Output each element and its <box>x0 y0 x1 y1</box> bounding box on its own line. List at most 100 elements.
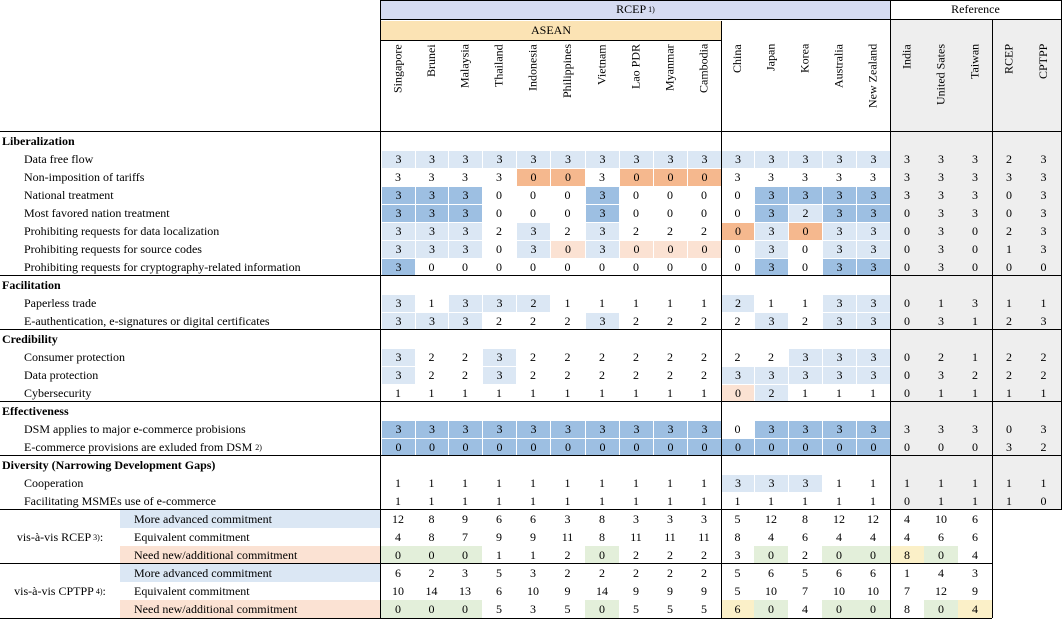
value-cell: 0 <box>530 259 536 274</box>
summary-value-cell: 4 <box>802 601 808 616</box>
value-cell: 2 <box>564 367 571 382</box>
value-cell: 1 <box>530 475 536 490</box>
value-cell: 2 <box>667 223 673 238</box>
value-cell: 0 <box>734 241 741 256</box>
value-cell: 3 <box>381 294 415 312</box>
value-cell: 3 <box>381 348 415 366</box>
value-cell: 1 <box>802 295 808 310</box>
summary-value-cell: 5 <box>734 565 741 580</box>
value-cell: 2 <box>496 313 502 328</box>
summary-row-label: Equivalent commitment <box>134 583 250 598</box>
value-cell: 2 <box>667 367 673 382</box>
value-cell: 0 <box>924 438 958 456</box>
value-cell: 3 <box>958 420 992 438</box>
value-cell: 3 <box>381 240 415 258</box>
column-header-1: Brunei <box>424 44 438 77</box>
row-label: E-authentication, e-signatures or digita… <box>24 312 381 330</box>
column-header-2: Malaysia <box>457 44 472 88</box>
value-cell: 3 <box>1026 312 1061 330</box>
value-cell: 3 <box>856 294 890 312</box>
value-cell: 3 <box>462 169 468 184</box>
row-label-note: 2) <box>255 442 262 452</box>
summary-value-cell: 0 <box>754 600 788 618</box>
value-cell: 0 <box>890 366 924 384</box>
value-cell: 3 <box>381 150 415 168</box>
summary-value-cell: 2 <box>701 547 707 562</box>
value-cell: 0 <box>428 259 435 274</box>
value-cell: 1 <box>992 492 1026 510</box>
row-label-text: E-commerce provisions are exluded from D… <box>24 439 253 454</box>
value-cell: 0 <box>687 438 721 456</box>
value-cell: 3 <box>415 312 448 330</box>
value-cell: 1 <box>836 475 842 490</box>
value-cell: 0 <box>550 240 585 258</box>
value-cell: 0 <box>482 438 516 456</box>
value-cell: 0 <box>550 438 585 456</box>
value-cell: 3 <box>516 240 550 258</box>
summary-value-cell: 10 <box>392 583 404 598</box>
value-cell: 0 <box>496 187 502 202</box>
summary-value-cell: 7 <box>802 583 808 598</box>
row-label-text: Consumer protection <box>24 349 125 364</box>
value-cell: 0 <box>381 438 415 456</box>
value-cell: 0 <box>721 384 754 402</box>
summary-group-note: 4) <box>95 586 103 596</box>
summary-value-cell: 4 <box>938 565 944 580</box>
summary-value-cell: 12 <box>392 511 404 526</box>
summary-value-cell: 2 <box>802 547 808 562</box>
value-cell: 3 <box>619 420 653 438</box>
summary-group-note: 3) <box>93 532 100 542</box>
value-cell: 3 <box>734 169 741 184</box>
summary-value-cell: 9 <box>633 583 639 598</box>
summary-value-cell: 0 <box>448 600 482 618</box>
value-cell: 0 <box>701 187 707 202</box>
value-cell: 3 <box>924 186 958 204</box>
rcep-left-border <box>380 0 381 618</box>
value-cell: 1 <box>667 475 673 490</box>
value-cell: 1 <box>428 475 435 490</box>
value-cell: 0 <box>788 222 822 240</box>
value-cell: 3 <box>992 168 1026 186</box>
value-cell: 2 <box>992 222 1026 240</box>
value-cell: 3 <box>516 420 550 438</box>
value-cell: 0 <box>1026 258 1061 276</box>
value-cell: 0 <box>653 168 687 186</box>
row-label: Prohibiting requests for data localizati… <box>24 222 381 240</box>
value-cell: 0 <box>667 205 673 220</box>
summary-value-cell: 14 <box>596 583 608 598</box>
summary-value-cell: 2 <box>564 565 571 580</box>
value-cell: 3 <box>822 222 856 240</box>
value-cell: 1 <box>395 493 401 508</box>
summary-value-cell: 2 <box>428 565 435 580</box>
row-label: E-commerce provisions are exluded from D… <box>24 438 381 456</box>
value-cell: 3 <box>448 204 482 222</box>
column-header-18: RCEP <box>1001 44 1016 75</box>
value-cell: 3 <box>788 186 822 204</box>
summary-value-cell: 11 <box>630 529 642 544</box>
summary-value-cell: 9 <box>972 583 978 598</box>
value-cell: 1 <box>462 475 468 490</box>
value-cell: 1 <box>428 385 435 400</box>
column-header-4: Indonesia <box>525 44 540 91</box>
value-cell: 2 <box>496 223 502 238</box>
value-cell: 1 <box>924 474 958 492</box>
value-cell: 3 <box>788 150 822 168</box>
summary-value-cell: 3 <box>530 565 536 580</box>
value-cell: 1 <box>992 294 1026 312</box>
value-cell: 2 <box>564 313 571 328</box>
reference-column-shade <box>890 19 1061 132</box>
value-cell: 0 <box>633 205 639 220</box>
value-cell: 2 <box>599 349 605 364</box>
value-cell: 0 <box>585 438 619 456</box>
summary-value-cell: 8 <box>734 529 741 544</box>
value-cell: 0 <box>633 187 639 202</box>
value-cell: 2 <box>788 204 822 222</box>
value-cell: 2 <box>1026 438 1061 456</box>
row-label-text: National treatment <box>24 187 114 202</box>
value-cell: 3 <box>890 186 924 204</box>
value-cell: 3 <box>687 420 721 438</box>
value-cell: 3 <box>653 420 687 438</box>
section-title: Facilitation <box>2 277 61 292</box>
summary-group-colon: : <box>102 583 106 598</box>
value-cell: 3 <box>496 169 502 184</box>
